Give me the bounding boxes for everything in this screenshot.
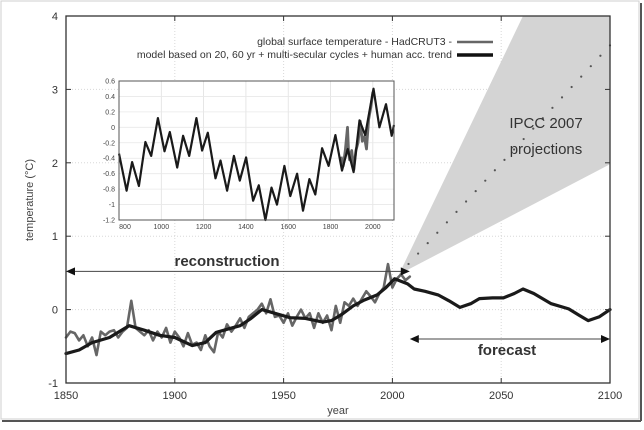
- reconstruction-arrow-arrowhead-right: [400, 267, 410, 276]
- ipcc-projection-cone: [398, 16, 610, 275]
- forecast-arrow-arrowhead-right: [601, 334, 610, 343]
- forecast-label: forecast: [478, 342, 536, 359]
- inset-y-tick-label: -0.6: [103, 171, 115, 178]
- reconstruction-label: reconstruction: [174, 253, 279, 270]
- y-tick-label: -1: [48, 378, 58, 390]
- x-tick-label: 1900: [163, 390, 187, 402]
- inset-y-tick-label: 0.4: [105, 94, 115, 101]
- x-tick-label: 1850: [54, 390, 78, 402]
- projection-dot: [599, 54, 602, 57]
- x-axis-title: year: [327, 405, 349, 417]
- y-tick-label: 3: [52, 84, 58, 96]
- x-tick-label: 2000: [380, 390, 404, 402]
- projection-dot: [570, 85, 573, 89]
- inset-frame: [118, 80, 395, 221]
- projection-dot: [464, 200, 468, 203]
- projection-dot: [522, 137, 525, 141]
- projection-dot: [541, 117, 544, 120]
- projection-dot: [503, 158, 506, 161]
- y-tick-label: 2: [52, 158, 58, 170]
- legend-label-model: model based on 20, 60 yr + multi-secular…: [137, 49, 452, 61]
- projection-dot: [484, 179, 487, 182]
- inset-x-tick-label: 1800: [323, 224, 339, 231]
- inset-model-line: [117, 87, 396, 222]
- inset-x-tick-label: 1200: [196, 224, 212, 231]
- projection-dot: [580, 75, 583, 78]
- x-tick-label: 2050: [489, 390, 513, 402]
- projection-dot: [532, 127, 535, 130]
- ipcc-label-line1: IPCC 2007: [509, 115, 582, 132]
- y-tick-label: 4: [52, 11, 58, 23]
- projection-dot: [407, 262, 410, 266]
- x-tick-label: 2100: [598, 390, 622, 402]
- projection-dot: [417, 252, 420, 255]
- inset-x-tick-label: 1400: [238, 224, 254, 231]
- forecast-arrow-arrowhead-left: [409, 334, 419, 343]
- legend: global surface temperature - HadCRUT3 - …: [137, 36, 493, 61]
- projection-dot: [589, 65, 592, 68]
- series-model-line: [64, 277, 612, 356]
- inset-chart: 800 1000 1200 1400 1600 1800 2000 0.6 0.4 0.2 0 -0.…: [103, 79, 396, 231]
- inset-y-tick-label: 0: [111, 125, 115, 132]
- plot-frame: [65, 15, 611, 384]
- inset-x-tick-label: 1000: [154, 224, 170, 231]
- y-axis-title: temperature (°C): [24, 159, 36, 241]
- inset-y-tick-label: -0.4: [103, 156, 115, 163]
- inset-y-tick-label: -0.2: [103, 140, 115, 147]
- reconstruction-arrow-arrowhead-left: [66, 267, 75, 276]
- axes: [65, 15, 611, 384]
- projection-dot: [426, 242, 429, 245]
- annotation-arrows: [66, 267, 610, 343]
- projection-dot: [474, 189, 477, 193]
- series-group: [64, 262, 612, 357]
- inset-y-tick-label: 0.6: [105, 79, 115, 86]
- projection-dot: [445, 221, 448, 224]
- inset-y-tick-label: -1.2: [103, 218, 115, 225]
- inset-y-tick-label: -0.8: [103, 187, 115, 194]
- tick-labels: 1850 1900 1950 2000 2050 2100 -1 0 1 2 3 4: [48, 11, 622, 402]
- inset-x-tick-label: 800: [119, 224, 131, 231]
- projection-dot: [436, 231, 439, 234]
- projection-dot: [455, 210, 458, 214]
- inset-x-tick-label: 2000: [365, 224, 381, 231]
- y-tick-label: 1: [52, 231, 58, 243]
- projection-dot: [493, 169, 496, 172]
- inset-x-tick-label: 1600: [280, 224, 296, 231]
- x-tick-label: 1950: [271, 390, 295, 402]
- ipcc-label-line2: projections: [510, 141, 583, 158]
- projection-dot: [560, 96, 564, 99]
- y-tick-label: 0: [52, 305, 58, 317]
- projection-dot: [551, 106, 554, 109]
- projection-dot: [512, 148, 516, 151]
- inset-y-tick-label: 0.2: [105, 109, 115, 116]
- inset-y-tick-label: -1: [109, 202, 115, 209]
- legend-label-hadcrut3: global surface temperature - HadCRUT3 -: [257, 36, 452, 48]
